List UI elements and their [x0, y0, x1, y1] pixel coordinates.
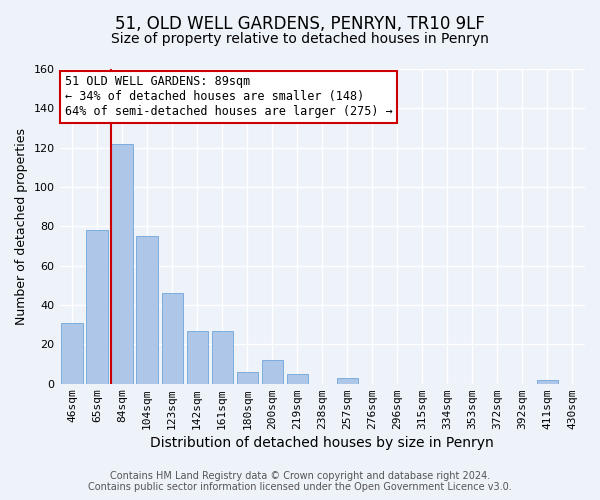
Bar — [161, 293, 183, 384]
X-axis label: Distribution of detached houses by size in Penryn: Distribution of detached houses by size … — [151, 436, 494, 450]
Bar — [86, 230, 108, 384]
Text: 51, OLD WELL GARDENS, PENRYN, TR10 9LF: 51, OLD WELL GARDENS, PENRYN, TR10 9LF — [115, 15, 485, 33]
Bar — [287, 374, 308, 384]
Bar — [112, 144, 133, 384]
Bar — [61, 322, 83, 384]
Bar — [212, 330, 233, 384]
Bar — [136, 236, 158, 384]
Bar — [187, 330, 208, 384]
Text: Size of property relative to detached houses in Penryn: Size of property relative to detached ho… — [111, 32, 489, 46]
Y-axis label: Number of detached properties: Number of detached properties — [15, 128, 28, 325]
Bar — [236, 372, 258, 384]
Text: Contains HM Land Registry data © Crown copyright and database right 2024.
Contai: Contains HM Land Registry data © Crown c… — [88, 471, 512, 492]
Text: 51 OLD WELL GARDENS: 89sqm
← 34% of detached houses are smaller (148)
64% of sem: 51 OLD WELL GARDENS: 89sqm ← 34% of deta… — [65, 76, 392, 118]
Bar — [537, 380, 558, 384]
Bar — [262, 360, 283, 384]
Bar — [337, 378, 358, 384]
